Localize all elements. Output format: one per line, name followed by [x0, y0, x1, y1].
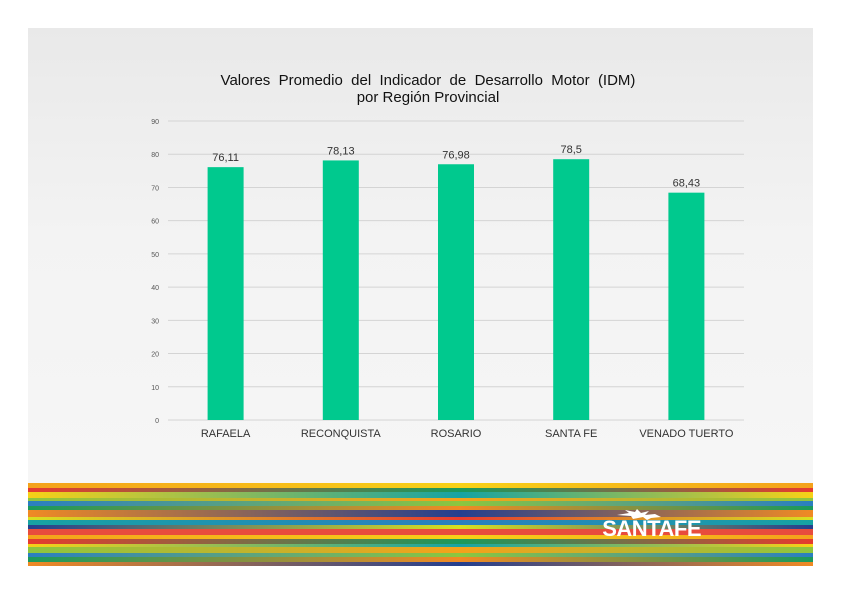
data-label: 76,98: [442, 149, 470, 161]
data-label: 68,43: [673, 178, 701, 190]
x-tick-label: RECONQUISTA: [301, 428, 382, 440]
slide: Valores Promedio del Indicador de Desarr…: [28, 28, 813, 566]
x-tick-label: ROSARIO: [431, 428, 482, 440]
footer-stripe: [28, 553, 813, 557]
bar: [207, 167, 244, 420]
bar: [438, 164, 474, 420]
footer-stripe: [28, 557, 813, 562]
x-tick-label: SANTA FE: [545, 428, 597, 440]
footer-stripe: [28, 544, 813, 547]
chart-title: Valores Promedio del Indicador de Desarr…: [220, 72, 636, 89]
footer-stripe: [28, 492, 813, 498]
y-tick-label: 60: [151, 219, 159, 226]
santafe-logo-mark-icon: [617, 509, 661, 520]
footer-stripe: [28, 520, 813, 525]
footer-stripe: [28, 483, 813, 488]
footer-stripe: [28, 506, 813, 510]
data-label: 78,13: [327, 145, 355, 157]
bar: [553, 159, 590, 420]
y-tick-label: 30: [151, 318, 159, 325]
bar-chart: 0 10 20 30 40 50 60 70 80 90 76,11 RAFAELA 78,13 RECO…: [151, 119, 744, 440]
x-tick-label: RAFAELA: [201, 428, 251, 440]
chart-subtitle: por Región Provincial: [356, 89, 500, 106]
footer-stripe: [28, 529, 813, 535]
footer-stripe: [28, 547, 813, 553]
y-tick-label: 10: [151, 385, 159, 392]
bar: [668, 192, 705, 420]
y-tick-label: 50: [151, 252, 159, 259]
y-tick-label: 20: [151, 352, 159, 359]
footer-stripe: [28, 535, 813, 539]
y-tick-label: 90: [151, 119, 159, 126]
y-tick-label: 70: [151, 185, 159, 192]
footer-stripe: [28, 488, 813, 492]
footer-stripe: [28, 562, 813, 566]
y-tick-label: 0: [155, 418, 159, 425]
footer-stripe: [28, 539, 813, 544]
data-label: 76,11: [212, 152, 239, 164]
santafe-logo: SANTAFE: [602, 516, 701, 541]
y-tick-label: 80: [151, 152, 159, 159]
footer-stripe: [28, 510, 813, 517]
x-tick-label: VENADO TUERTO: [639, 428, 734, 440]
footer-stripe: [28, 517, 813, 520]
bar: [322, 160, 359, 420]
footer-banner: SANTAFE: [28, 483, 813, 566]
footer-stripe: [28, 498, 813, 501]
data-label: 78,5: [560, 144, 581, 156]
footer-stripe: [28, 525, 813, 529]
footer-stripe: [28, 501, 813, 506]
chart-title-block: Valores Promedio del Indicador de Desarr…: [128, 72, 728, 106]
y-tick-label: 40: [151, 285, 159, 292]
